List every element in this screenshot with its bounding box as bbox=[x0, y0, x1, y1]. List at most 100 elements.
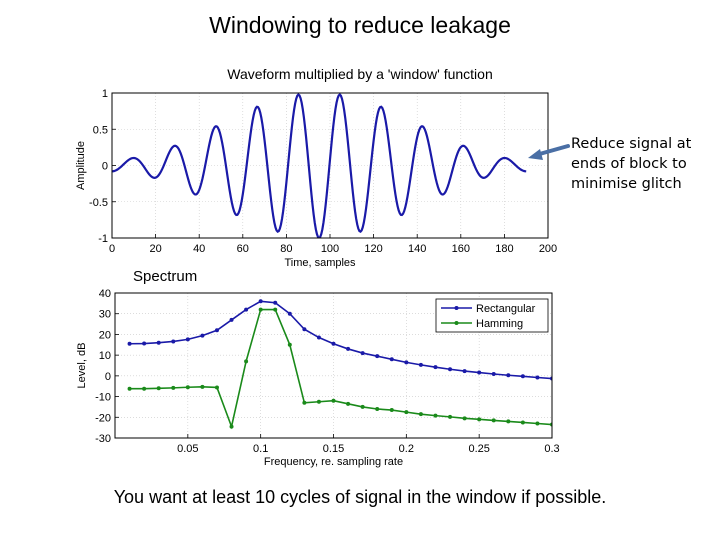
waveform-chart-title: Waveform multiplied by a 'window' functi… bbox=[227, 66, 493, 82]
series-line-hamming bbox=[129, 308, 552, 430]
spectrum-x-axis-label: Frequency, re. sampling rate bbox=[264, 456, 403, 468]
data-point-hamming bbox=[287, 342, 292, 347]
spectrum-label: Spectrum bbox=[133, 268, 198, 285]
data-point-hamming bbox=[185, 385, 190, 390]
spectrum-x-tick-label: 0.2 bbox=[399, 443, 414, 455]
legend-marker-rectangular bbox=[454, 306, 459, 310]
waveform-y-tick-label: 0 bbox=[102, 161, 108, 173]
spectrum-y-tick-label: 40 bbox=[99, 288, 111, 300]
data-point-rectangular bbox=[214, 328, 219, 333]
data-point-rectangular bbox=[185, 337, 190, 342]
data-point-rectangular bbox=[506, 373, 511, 378]
spectrum-y-tick-label: 30 bbox=[99, 309, 111, 321]
waveform-x-tick-label: 120 bbox=[364, 243, 382, 255]
data-point-hamming bbox=[142, 386, 147, 391]
data-point-rectangular bbox=[287, 311, 292, 316]
data-point-hamming bbox=[404, 410, 409, 415]
data-point-hamming bbox=[171, 385, 176, 390]
data-point-hamming bbox=[273, 307, 278, 312]
legend-label-rectangular: Rectangular bbox=[476, 303, 536, 315]
waveform-x-tick-label: 200 bbox=[539, 243, 557, 255]
waveform-x-tick-label: 80 bbox=[280, 243, 292, 255]
data-point-hamming bbox=[418, 412, 423, 417]
data-point-hamming bbox=[462, 416, 467, 421]
spectrum-series bbox=[127, 299, 552, 430]
data-point-rectangular bbox=[171, 339, 176, 344]
data-point-rectangular bbox=[244, 307, 249, 312]
data-point-rectangular bbox=[331, 341, 336, 346]
data-point-rectangular bbox=[404, 360, 409, 365]
waveform-x-tick-label: 100 bbox=[321, 243, 339, 255]
data-point-hamming bbox=[331, 398, 336, 403]
waveform-x-tick-label: 40 bbox=[193, 243, 205, 255]
slide-title: Windowing to reduce leakage bbox=[209, 12, 511, 38]
data-point-hamming bbox=[491, 418, 496, 423]
spectrum-y-tick-label: 10 bbox=[99, 350, 111, 362]
data-point-rectangular bbox=[491, 371, 496, 376]
legend-label-hamming: Hamming bbox=[476, 318, 523, 330]
data-point-hamming bbox=[316, 399, 321, 404]
waveform-x-tick-label: 20 bbox=[149, 243, 161, 255]
data-point-hamming bbox=[156, 386, 161, 391]
data-point-hamming bbox=[520, 420, 525, 425]
data-point-rectangular bbox=[302, 327, 307, 332]
waveform-x-axis-label: Time, samples bbox=[284, 257, 356, 269]
data-point-rectangular bbox=[258, 299, 263, 304]
data-point-rectangular bbox=[273, 300, 278, 305]
data-point-hamming bbox=[535, 421, 540, 426]
data-point-hamming bbox=[346, 401, 351, 406]
waveform-y-axis-label: Amplitude bbox=[75, 141, 87, 190]
waveform-y-tick-label: -0.5 bbox=[89, 197, 108, 209]
spectrum-legend: Rectangular Hamming bbox=[435, 298, 549, 333]
spectrum-y-tick-label: 0 bbox=[105, 371, 111, 383]
data-point-hamming bbox=[200, 384, 205, 389]
spectrum-y-tick-label: -30 bbox=[95, 433, 111, 445]
waveform-x-tick-label: 60 bbox=[237, 243, 249, 255]
waveform-ticks: 0 20 40 60 80 100 120 140 160 180 200 -1 -0.5 0 0.5 1 bbox=[89, 88, 557, 255]
data-point-rectangular bbox=[127, 341, 132, 346]
data-point-hamming bbox=[375, 407, 380, 411]
spectrum-y-tick-label: 20 bbox=[99, 329, 111, 341]
spectrum-x-tick-label: 0.25 bbox=[468, 443, 489, 455]
data-point-hamming bbox=[214, 385, 219, 390]
data-point-rectangular bbox=[200, 333, 205, 338]
data-point-rectangular bbox=[360, 351, 365, 356]
spectrum-chart: 0.05 0.1 0.15 0.2 0.25 0.3-30-20-10010203040 … bbox=[76, 288, 560, 468]
data-point-hamming bbox=[506, 419, 511, 424]
spectrum-y-tick-label: -20 bbox=[95, 412, 111, 424]
data-point-rectangular bbox=[433, 365, 438, 370]
annotation-arrow bbox=[528, 144, 570, 160]
data-point-rectangular bbox=[477, 370, 482, 375]
data-point-rectangular bbox=[142, 341, 147, 346]
data-point-rectangular bbox=[229, 317, 234, 322]
legend-box bbox=[435, 298, 549, 333]
data-point-rectangular bbox=[346, 346, 351, 351]
data-point-hamming bbox=[433, 413, 438, 418]
data-point-hamming bbox=[389, 408, 394, 413]
data-point-hamming bbox=[244, 359, 249, 364]
data-point-rectangular bbox=[418, 362, 423, 367]
spectrum-x-tick-label: 0.1 bbox=[253, 443, 268, 455]
data-point-hamming bbox=[229, 424, 234, 429]
data-point-rectangular bbox=[448, 367, 453, 372]
series-line-rectangular bbox=[129, 300, 552, 380]
waveform-line bbox=[112, 93, 527, 238]
spectrum-x-tick-label: 0.15 bbox=[323, 443, 344, 455]
data-point-hamming bbox=[360, 404, 365, 409]
arrow-shaft bbox=[534, 144, 570, 157]
data-point-hamming bbox=[477, 417, 482, 422]
data-point-rectangular bbox=[520, 374, 525, 379]
data-point-hamming bbox=[448, 414, 453, 419]
footer-note: You want at least 10 cycles of signal in… bbox=[113, 487, 607, 507]
waveform-x-tick-label: 160 bbox=[452, 243, 470, 255]
data-point-hamming bbox=[127, 386, 132, 391]
data-point-rectangular bbox=[389, 357, 394, 362]
spectrum-y-axis-label: Level, dB bbox=[76, 343, 88, 389]
spectrum-x-tick-label: 0.3 bbox=[544, 443, 559, 455]
waveform-x-tick-label: 0 bbox=[109, 243, 115, 255]
data-point-rectangular bbox=[375, 354, 380, 359]
data-point-hamming bbox=[302, 400, 307, 405]
waveform-y-tick-label: 0.5 bbox=[93, 124, 108, 136]
spectrum-y-tick-label: -10 bbox=[95, 392, 111, 404]
legend-marker-hamming bbox=[454, 321, 459, 325]
